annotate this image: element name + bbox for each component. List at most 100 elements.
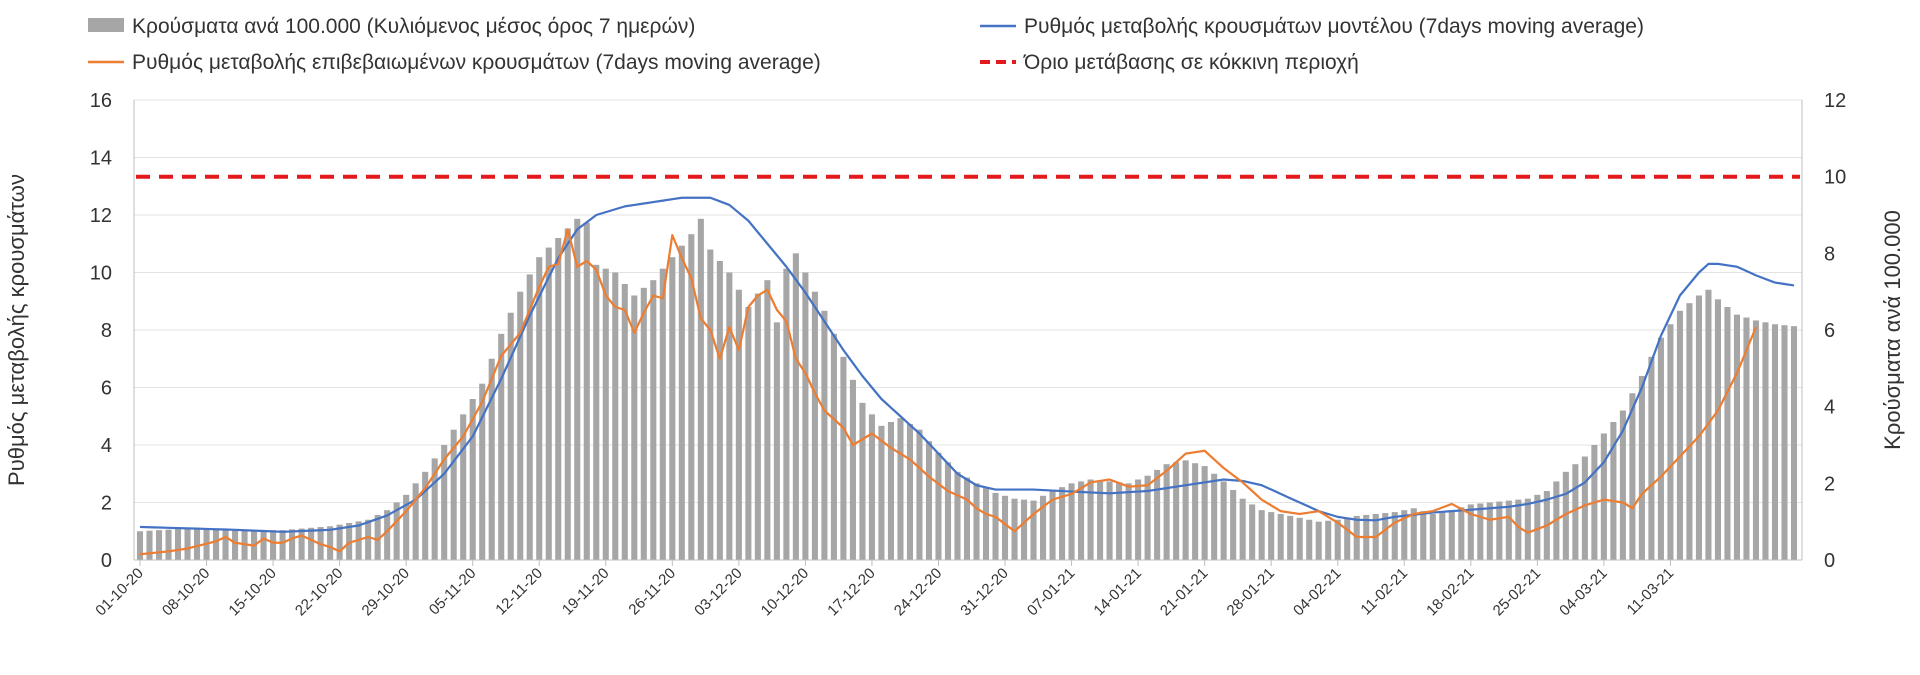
bar [422, 471, 429, 560]
bar [374, 514, 381, 560]
bar [1391, 512, 1398, 560]
bar [574, 218, 581, 560]
bar [726, 272, 733, 560]
x-tick-label: 28-01-21 [1224, 565, 1278, 619]
bar [1733, 314, 1740, 560]
bar [935, 452, 942, 560]
bar [583, 222, 590, 561]
bar [450, 429, 457, 560]
x-tick-label: 03-12-20 [691, 565, 745, 619]
bar [1306, 519, 1313, 560]
bar [1619, 410, 1626, 560]
x-tick-label: 19-11-20 [559, 565, 613, 619]
bar [1486, 502, 1493, 560]
y-tick-label: 0 [101, 550, 112, 572]
bar [308, 527, 315, 560]
bar [1410, 508, 1417, 560]
bar [840, 356, 847, 560]
x-tick-label: 07-01-21 [1024, 565, 1078, 619]
bar [1676, 310, 1683, 560]
bar [1382, 513, 1389, 560]
bar [1762, 322, 1769, 560]
bar [1325, 520, 1332, 560]
bar [232, 530, 239, 560]
bar [136, 531, 144, 560]
x-tick-label: 24-12-20 [891, 565, 945, 619]
x-tick-label: 10-12-20 [758, 565, 812, 619]
bar [155, 530, 163, 560]
bar [1011, 498, 1018, 560]
bar [1638, 376, 1645, 560]
bar [1030, 500, 1037, 560]
bar [1087, 479, 1094, 560]
bar [868, 414, 875, 560]
y2-axis-title: Κρούσματα ανά 100.000 [1880, 210, 1905, 450]
bar [346, 523, 353, 560]
bar [1790, 326, 1798, 560]
legend-swatch-bar [88, 18, 124, 32]
bar [1173, 462, 1180, 560]
bar [593, 264, 600, 560]
bar [526, 274, 533, 560]
bar [1429, 514, 1436, 560]
bar [802, 272, 809, 560]
bar [735, 289, 742, 560]
bar [1049, 491, 1056, 560]
bar [279, 530, 286, 560]
bar [973, 483, 980, 560]
bar [1249, 504, 1256, 560]
bar [555, 238, 562, 560]
y2-tick-label: 2 [1824, 473, 1835, 495]
bar [1467, 504, 1474, 560]
bar [1477, 503, 1484, 560]
bar [1334, 519, 1341, 560]
bar [1562, 471, 1569, 560]
bar [460, 414, 467, 560]
bar [1258, 510, 1265, 560]
bar [783, 268, 790, 560]
y2-tick-label: 8 [1824, 243, 1835, 265]
bar [954, 471, 961, 560]
bar [1154, 469, 1161, 560]
bar [1230, 490, 1237, 560]
bar [707, 249, 714, 560]
bar [1344, 517, 1351, 560]
bar [1020, 499, 1028, 561]
bar [507, 312, 514, 560]
bar [270, 530, 277, 560]
bar [1515, 499, 1522, 561]
x-tick-label: 04-03-21 [1556, 565, 1610, 619]
y2-tick-label: 0 [1824, 550, 1835, 572]
bar [944, 462, 952, 560]
bar [631, 295, 638, 560]
bar [545, 247, 552, 560]
y-tick-label: 10 [90, 263, 112, 285]
x-tick-label: 12-11-20 [492, 565, 546, 619]
bar [1287, 515, 1294, 560]
y-tick-label: 12 [90, 205, 112, 227]
bar [260, 530, 267, 560]
bar [327, 526, 334, 560]
bar [336, 524, 343, 560]
bar [213, 529, 220, 560]
bar [1268, 512, 1275, 560]
bar [1192, 463, 1199, 560]
bar [1534, 494, 1541, 560]
bar [754, 293, 761, 560]
bar [1239, 498, 1246, 560]
x-tick-label: 05-11-20 [426, 565, 480, 619]
bar [1439, 512, 1446, 560]
bar [393, 502, 400, 560]
y-axis-title: Ρυθμός μεταβολής κρουσμάτων [4, 174, 29, 486]
bar [887, 422, 894, 560]
y-tick-label: 6 [101, 378, 112, 400]
x-tick-label: 21-01-21 [1157, 565, 1211, 619]
legend-label: Κρούσματα ανά 100.000 (Κυλιόμενος μέσος … [132, 15, 695, 38]
bar [1078, 481, 1085, 560]
bar [1125, 483, 1132, 560]
x-tick-label: 08-10-20 [159, 565, 213, 619]
x-tick-label: 29-10-20 [359, 565, 413, 619]
bar [517, 291, 524, 560]
bar [479, 383, 486, 560]
